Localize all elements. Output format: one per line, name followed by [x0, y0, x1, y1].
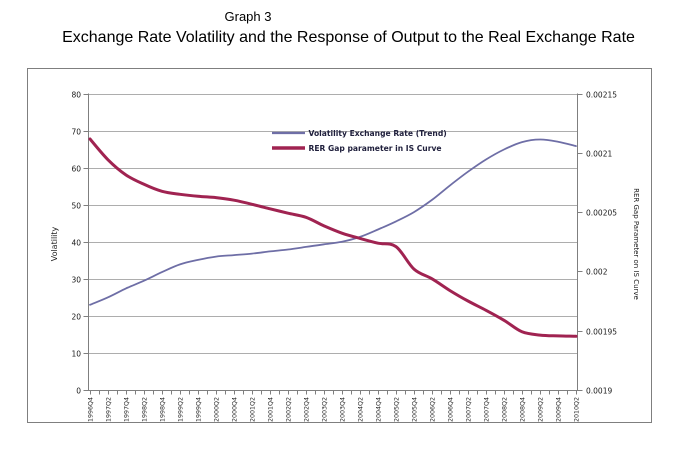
left-axis-tick-label: 70 [71, 127, 81, 136]
x-axis-tick-label: 2002Q2 [286, 397, 293, 422]
x-axis-tick-label: 2001Q2 [250, 397, 257, 422]
legend: Volatility Exchange Rate (Trend) RER Gap … [272, 129, 447, 153]
x-axis-tick-label: 1996Q4 [88, 397, 95, 422]
x-axis-tick-label: 2007Q2 [466, 397, 473, 422]
left-axis-tick-label: 60 [71, 164, 81, 173]
chart-subtitle: Exchange Rate Volatility and the Respons… [62, 29, 635, 46]
right-axis-tick-label: 0.00215 [586, 90, 617, 99]
x-axis-tick-label: 2008Q2 [502, 397, 509, 422]
x-axis-tick-label: 2009Q2 [538, 397, 545, 422]
right-axis-tick-label: 0.00195 [586, 327, 617, 336]
x-axis-tick-label: 1999Q2 [178, 397, 185, 422]
left-axis-tick-label: 20 [71, 312, 81, 321]
right-axis-tick-label: 0.002 [586, 267, 608, 276]
x-axis-tick-label: 1999Q4 [196, 397, 203, 422]
x-axis-tick-label: 2007Q4 [484, 397, 491, 422]
x-axis-tick-label: 2000Q2 [214, 397, 221, 422]
x-axis-tick-label: 2006Q4 [448, 397, 455, 422]
left-axis-tick-label: 40 [71, 238, 81, 247]
right-axis-tick-label: 0.00205 [586, 208, 617, 217]
legend-item-label: RER Gap parameter in IS Curve [309, 144, 442, 153]
chart-frame-border [27, 68, 652, 423]
left-axis-tick-label: 30 [71, 275, 81, 284]
left-axis-tick-label: 10 [71, 349, 81, 358]
legend-item-label: Volatility Exchange Rate (Trend) [309, 129, 447, 138]
legend-item: Volatility Exchange Rate (Trend) [272, 129, 447, 138]
x-axis-tick-label: 2001Q4 [268, 397, 275, 422]
x-axis-tick-label: 2003Q2 [322, 397, 329, 422]
x-axis-tick-label: 2009Q4 [556, 397, 563, 422]
left-axis-tick-label: 0 [76, 386, 81, 395]
right-axis-tick-label: 0.0021 [586, 149, 612, 158]
right-axis-title: RER Gap Parameter on IS Curve [632, 188, 640, 300]
right-axis-tick-label: 0.0019 [586, 386, 612, 395]
x-axis-tick-label: 1997Q2 [106, 397, 113, 422]
left-axis-tick-label: 50 [71, 201, 81, 210]
x-axis-tick-label: 2003Q4 [340, 397, 347, 422]
chart-title: Graph 3 [224, 9, 272, 24]
x-axis-tick-label: 2006Q2 [430, 397, 437, 422]
x-axis-tick-label: 2004Q2 [358, 397, 365, 422]
x-axis-tick-label: 1998Q4 [160, 397, 167, 422]
x-axis-tick-label: 1998Q2 [142, 397, 149, 422]
left-axis-tick-label: 80 [71, 90, 81, 99]
x-axis-tick-label: 2008Q4 [520, 397, 527, 422]
x-axis-tick-label: 2000Q4 [232, 397, 239, 422]
x-axis-tick-label: 2002Q4 [304, 397, 311, 422]
x-axis-tick-label: 2004Q4 [376, 397, 383, 422]
left-axis-title: Volatility [50, 226, 59, 261]
volatility-series-line [89, 138, 577, 306]
legend-item: RER Gap parameter in IS Curve [272, 144, 442, 153]
x-axis-tick-label: 1997Q4 [124, 397, 131, 422]
x-axis-tick-label: 2010Q2 [574, 397, 581, 422]
x-axis-tick-label: 2005Q2 [394, 397, 401, 422]
x-axis-tick-label: 2005Q4 [412, 397, 419, 422]
rer-gap-series-line [88, 137, 578, 338]
